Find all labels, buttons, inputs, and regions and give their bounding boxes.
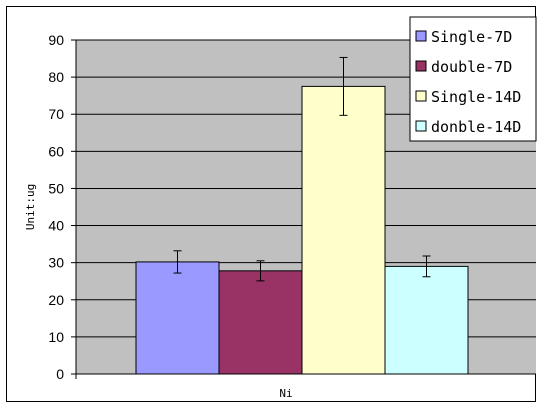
y-tick-label: 80 (48, 69, 64, 85)
bar-double-7d (218, 270, 303, 375)
axes (75, 40, 536, 379)
legend-label: Single-14D (431, 88, 521, 106)
legend: Single-7D double-7D Single-14D donble-14D (409, 16, 537, 142)
legend-swatch (415, 120, 427, 132)
legend-swatch (415, 30, 427, 42)
legend-box (409, 16, 537, 142)
x-category-label: Ni (279, 387, 292, 400)
y-tick-label: 10 (48, 329, 64, 345)
legend-swatch (415, 90, 427, 102)
y-tick-label: 60 (48, 143, 64, 159)
error-bars (173, 56, 431, 282)
y-axis-label: Unit:ug (24, 184, 37, 230)
y-tick-label: 90 (48, 32, 64, 48)
error-bar-single-7d (173, 250, 182, 274)
y-tick-label: 70 (48, 106, 64, 122)
bar-donble-14d (384, 265, 469, 375)
bar-single-7d (135, 261, 220, 375)
error-bar-donble-14d (422, 255, 431, 278)
bars (135, 85, 469, 375)
y-tick-labels: 0 10 20 30 40 50 60 70 80 90 (48, 32, 76, 382)
legend-label: donble-14D (431, 118, 521, 136)
y-tick-label: 40 (48, 218, 64, 234)
bar-single-14d (301, 85, 386, 375)
y-tick-label: 20 (48, 292, 64, 308)
y-tick-label: 0 (56, 366, 64, 382)
error-bar-single-14d (339, 56, 348, 116)
legend-label: Single-7D (431, 28, 512, 46)
legend-swatch (415, 60, 427, 72)
error-bar-double-7d (256, 260, 265, 282)
legend-label: double-7D (431, 58, 512, 76)
y-tick-label: 30 (48, 255, 64, 271)
y-tick-label: 50 (48, 180, 64, 196)
